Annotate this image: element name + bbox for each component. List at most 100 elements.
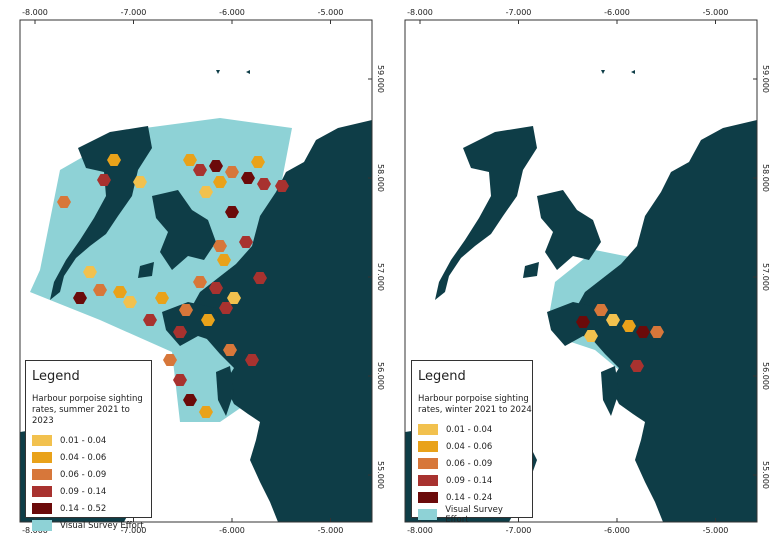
sighting-hex — [622, 319, 636, 333]
x-tick-label: -8.000 — [407, 526, 433, 535]
legend: Legend Harbour porpoise sighting rates, w… — [411, 360, 533, 525]
sighting-hex — [155, 291, 169, 305]
legend-item: Visual Survey Effort — [32, 517, 145, 534]
legend-item: 0.09 - 0.14 — [32, 483, 145, 500]
sighting-hex — [133, 175, 147, 189]
legend-item: 0.01 - 0.04 — [418, 421, 526, 438]
legend-label: 0.04 - 0.06 — [446, 441, 493, 452]
legend-swatch — [418, 509, 438, 520]
sighting-hex — [576, 315, 590, 329]
map-frame — [404, 19, 758, 523]
sighting-hex — [219, 301, 233, 315]
legend-item: 0.04 - 0.06 — [418, 438, 526, 455]
legend-label: 0.06 - 0.09 — [446, 458, 493, 469]
legend-label: 0.01 - 0.04 — [60, 435, 107, 446]
map-frame — [19, 19, 373, 523]
x-tick-label: -7.000 — [506, 526, 532, 535]
legend-swatch — [32, 435, 52, 446]
legend-label: 0.04 - 0.06 — [60, 452, 107, 463]
sighting-hex — [213, 175, 227, 189]
y-tick-label: 57.000 — [376, 263, 385, 291]
legend-swatch — [32, 452, 52, 463]
y-tick-label: 59.000 — [376, 65, 385, 93]
x-tick-label: -8.000 — [407, 8, 433, 17]
legend-item: 0.06 - 0.09 — [32, 466, 145, 483]
sighting-hex — [163, 353, 177, 367]
legend-swatch — [32, 503, 52, 514]
sighting-hex — [209, 159, 223, 173]
legend-item: 0.14 - 0.52 — [32, 500, 145, 517]
legend-swatch — [32, 486, 52, 497]
y-tick-label: 56.000 — [376, 362, 385, 390]
x-tick-label: -8.000 — [22, 8, 48, 17]
legend-swatch — [418, 475, 438, 486]
sighting-hex — [227, 291, 241, 305]
legend-label: 0.09 - 0.14 — [60, 486, 107, 497]
sighting-hex — [209, 281, 223, 295]
sighting-hex — [630, 359, 644, 373]
legend-label: Visual Survey Effort — [445, 504, 503, 525]
legend-subtitle: Harbour porpoise sighting rates, winter … — [418, 394, 532, 415]
legend-title: Legend — [418, 369, 466, 384]
x-tick-label: -7.000 — [506, 8, 532, 17]
x-tick-label: -6.000 — [604, 526, 630, 535]
x-tick-label: -5.000 — [703, 8, 729, 17]
y-tick-label: 55.000 — [761, 461, 770, 489]
sighting-hex — [275, 179, 289, 193]
legend-label: 0.06 - 0.09 — [60, 469, 107, 480]
sighting-hex — [239, 235, 253, 249]
sighting-hex — [73, 291, 87, 305]
legend-item: 0.01 - 0.04 — [32, 432, 145, 449]
sighting-hex — [201, 313, 215, 327]
legend-swatch — [418, 458, 438, 469]
x-tick-label: -6.000 — [604, 8, 630, 17]
legend-title: Legend — [32, 369, 80, 384]
legend-label: Visual Survey Effort — [60, 520, 144, 531]
sighting-hex — [183, 153, 197, 167]
y-tick-label: 59.000 — [761, 65, 770, 93]
legend-swatch — [418, 441, 438, 452]
x-tick-label: -6.000 — [219, 8, 245, 17]
legend-label: 0.14 - 0.52 — [60, 503, 107, 514]
sighting-hex — [584, 329, 598, 343]
legend-label: 0.14 - 0.24 — [446, 492, 493, 503]
x-tick-label: -7.000 — [121, 8, 147, 17]
sighting-hex — [257, 177, 271, 191]
y-tick-label: 57.000 — [761, 263, 770, 291]
sighting-hex — [199, 185, 213, 199]
sighting-hex — [217, 253, 231, 267]
sighting-hex — [193, 275, 207, 289]
legend-item: 0.04 - 0.06 — [32, 449, 145, 466]
sighting-hex — [179, 303, 193, 317]
sighting-hex — [225, 205, 239, 219]
sighting-hex — [123, 295, 137, 309]
legend-swatch — [418, 424, 438, 435]
sighting-hex — [245, 353, 259, 367]
y-tick-label: 58.000 — [376, 164, 385, 192]
y-tick-label: 56.000 — [761, 362, 770, 390]
sighting-hex — [241, 171, 255, 185]
sighting-hex — [251, 155, 265, 169]
map-panel: -8.000 -8.000 -7.000 -7.000 -6.000 -6.000 -5.0… — [404, 8, 770, 535]
y-tick-label: 55.000 — [376, 461, 385, 489]
sighting-hex — [97, 173, 111, 187]
sighting-hex — [594, 303, 608, 317]
y-tick-label: 58.000 — [761, 164, 770, 192]
x-tick-label: -7.000 — [121, 526, 147, 535]
legend: Legend Harbour porpoise sighting rates, s… — [25, 360, 152, 531]
x-tick-label: -6.000 — [219, 526, 245, 535]
sighting-hex — [183, 393, 197, 407]
legend-item: Visual Survey Effort — [418, 504, 526, 525]
legend-subtitle: Harbour porpoise sighting rates, summer … — [32, 394, 143, 426]
legend-swatch — [32, 469, 52, 480]
sighting-hex — [93, 283, 107, 297]
sighting-hex — [223, 343, 237, 357]
legend-swatch — [418, 492, 438, 503]
sighting-hex — [253, 271, 267, 285]
sighting-hex — [636, 325, 650, 339]
legend-item: 0.14 - 0.24 — [418, 489, 526, 506]
legend-item: 0.06 - 0.09 — [418, 455, 526, 472]
legend-item: 0.09 - 0.14 — [418, 472, 526, 489]
